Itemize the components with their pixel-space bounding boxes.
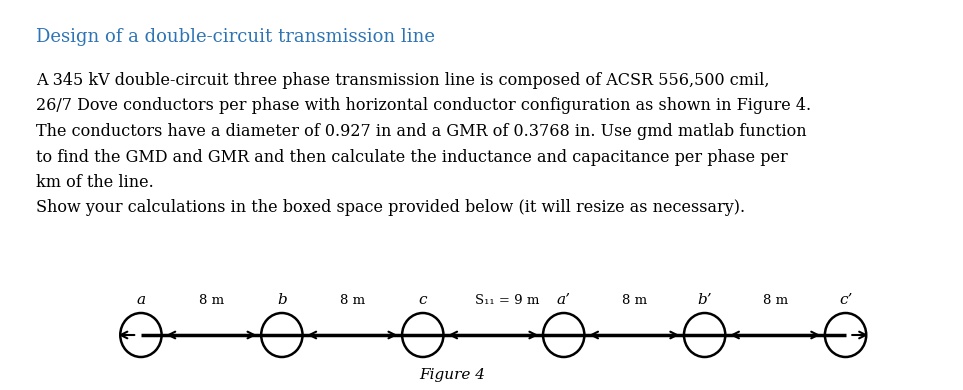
Text: c’: c’ — [839, 293, 852, 307]
Text: c: c — [419, 293, 427, 307]
Text: 8 m: 8 m — [198, 294, 224, 307]
Text: b: b — [277, 293, 287, 307]
Text: The conductors have a diameter of 0.927 in and a GMR of 0.3768 in. Use gmd matla: The conductors have a diameter of 0.927 … — [36, 123, 806, 140]
Text: A 345 kV double-circuit three phase transmission line is composed of ACSR 556,50: A 345 kV double-circuit three phase tran… — [36, 72, 769, 89]
Text: 8 m: 8 m — [621, 294, 647, 307]
Text: Show your calculations in the boxed space provided below (it will resize as nece: Show your calculations in the boxed spac… — [36, 200, 744, 216]
Text: 8 m: 8 m — [763, 294, 788, 307]
Text: to find the GMD and GMR and then calculate the inductance and capacitance per ph: to find the GMD and GMR and then calcula… — [36, 149, 788, 165]
Text: Figure 4: Figure 4 — [419, 368, 485, 382]
Text: S₁₁ = 9 m: S₁₁ = 9 m — [475, 294, 539, 307]
Text: km of the line.: km of the line. — [36, 174, 153, 191]
Text: 8 m: 8 m — [340, 294, 365, 307]
Text: Design of a double-circuit transmission line: Design of a double-circuit transmission … — [36, 28, 434, 46]
Text: 26/7 Dove conductors per phase with horizontal conductor configuration as shown : 26/7 Dove conductors per phase with hori… — [36, 98, 811, 115]
Text: a’: a’ — [557, 293, 571, 307]
Text: a: a — [137, 293, 145, 307]
Text: b’: b’ — [697, 293, 712, 307]
